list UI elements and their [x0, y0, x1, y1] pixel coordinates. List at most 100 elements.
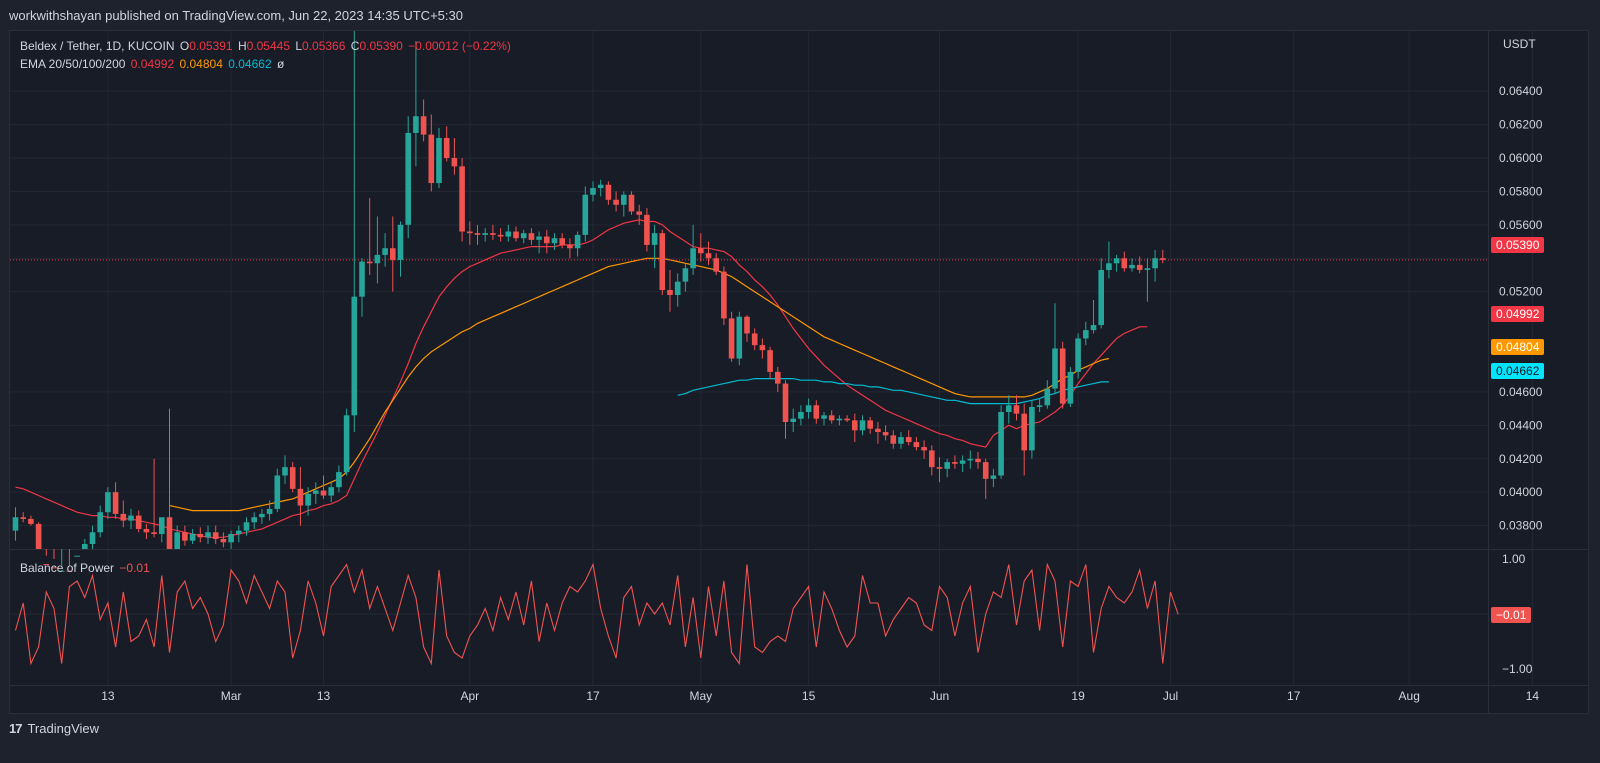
candle-body: [821, 415, 827, 419]
candle: [1059, 341, 1066, 409]
ema20-value: 0.04992: [130, 57, 175, 71]
candle-body: [51, 567, 57, 569]
candle-body: [182, 532, 188, 541]
candle: [112, 482, 119, 519]
candle: [58, 549, 65, 572]
publisher-caption: workwithshayan published on TradingView.…: [9, 8, 463, 23]
candle-body: [759, 345, 766, 351]
candle-body: [751, 333, 758, 346]
candle-body: [921, 447, 927, 451]
price-axis-unit: USDT: [1503, 37, 1536, 51]
candle-body: [975, 458, 981, 463]
candle: [574, 231, 581, 257]
top-bar: workwithshayan published on TradingView.…: [0, 0, 1600, 30]
candle-body: [1113, 258, 1120, 264]
candle: [459, 157, 465, 242]
candle-body: [497, 234, 504, 237]
symbol-label[interactable]: Beldex / Tether, 1D, KUCOIN: [20, 39, 175, 53]
candle: [436, 127, 442, 189]
candle: [1106, 241, 1112, 279]
candle-body: [967, 458, 974, 461]
axes: USDT 0.06400 0.06200 0.06000 0.05800 0.05600 0…: [101, 37, 1542, 703]
bop-label[interactable]: Balance of Power: [20, 561, 115, 575]
candle: [320, 475, 327, 499]
candle: [220, 532, 227, 548]
ema100-value: 0.04662: [228, 57, 272, 71]
candle: [1121, 251, 1128, 272]
candle-body: [882, 432, 889, 436]
bop-line: [14, 562, 1179, 666]
candle-body: [343, 415, 350, 473]
candle-body: [205, 532, 211, 538]
candle: [520, 229, 527, 244]
candle: [859, 415, 866, 436]
candle: [151, 458, 157, 538]
candle-body: [251, 517, 257, 523]
candle: [551, 233, 558, 250]
candle-body: [236, 530, 242, 534]
candle: [1152, 249, 1158, 282]
time-tick-label: 19: [1071, 689, 1085, 703]
candle-body: [628, 194, 635, 212]
candle: [713, 253, 719, 275]
candle: [790, 408, 796, 433]
candle: [936, 457, 943, 483]
candle-body: [520, 233, 527, 239]
candle: [382, 233, 388, 267]
candle: [744, 315, 750, 342]
candle: [690, 224, 696, 275]
ema100-tag: 0.04662: [1491, 363, 1545, 379]
candle: [759, 338, 766, 359]
ohlc-legend: Beldex / Tether, 1D, KUCOIN O0.05391 H0.…: [20, 39, 513, 53]
candle-body: [58, 570, 65, 572]
bop-tick-label: −1.00: [1502, 662, 1533, 676]
candle-body: [474, 233, 481, 235]
candle-body: [197, 533, 204, 538]
candle-body: [990, 475, 997, 479]
footer-brand[interactable]: 17 TradingView: [9, 721, 99, 736]
candle-body: [159, 517, 165, 534]
candle-body: [859, 420, 866, 431]
candle-body: [728, 318, 735, 359]
candle-body: [1152, 258, 1158, 269]
candle-body: [636, 211, 642, 215]
candle-body: [890, 435, 897, 444]
candle: [998, 405, 1004, 479]
candle-body: [274, 475, 281, 509]
candle: [944, 458, 950, 478]
candle-body: [1075, 338, 1081, 372]
candle-body: [436, 137, 442, 184]
candle: [1113, 254, 1120, 272]
time-tick-label: Jun: [930, 689, 949, 703]
candle-body: [305, 493, 311, 506]
candle: [20, 512, 26, 523]
candle-body: [1044, 388, 1051, 406]
time-tick-label: Apr: [460, 689, 479, 703]
candle-body: [212, 532, 219, 539]
candle-body: [243, 522, 250, 531]
candle: [120, 500, 127, 528]
candle: [212, 525, 219, 544]
candle-body: [590, 188, 596, 195]
candle-body: [690, 248, 696, 269]
candle-body: [659, 233, 666, 290]
price-tick-label: 0.06200: [1499, 118, 1543, 132]
tradingview-logo-icon: 17: [9, 721, 23, 736]
candle: [351, 31, 358, 433]
candle: [251, 512, 257, 529]
candles: [12, 31, 1166, 572]
candle: [336, 465, 342, 493]
candle-body: [467, 231, 473, 234]
candle: [366, 198, 373, 275]
ema-label[interactable]: EMA 20/50/100/200: [20, 57, 126, 71]
candle-body: [1036, 405, 1043, 407]
candle-body: [1106, 263, 1112, 270]
candle: [89, 525, 96, 549]
candle-body: [366, 261, 373, 264]
candle: [66, 549, 73, 572]
candle: [821, 411, 827, 426]
candle-body: [12, 517, 19, 531]
candle-body: [1144, 268, 1151, 270]
candle-body: [1059, 348, 1066, 404]
